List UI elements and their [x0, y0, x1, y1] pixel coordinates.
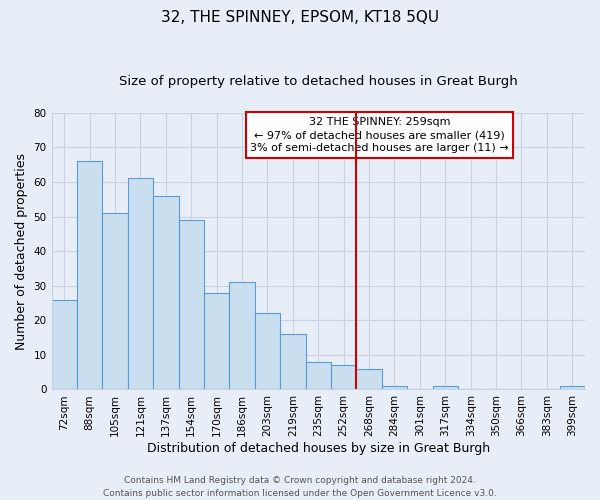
- Bar: [128, 178, 153, 390]
- Bar: [52, 300, 77, 390]
- Bar: [356, 368, 382, 390]
- Bar: [433, 386, 458, 390]
- X-axis label: Distribution of detached houses by size in Great Burgh: Distribution of detached houses by size …: [147, 442, 490, 455]
- Title: Size of property relative to detached houses in Great Burgh: Size of property relative to detached ho…: [119, 75, 518, 88]
- Y-axis label: Number of detached properties: Number of detached properties: [15, 152, 28, 350]
- Bar: [204, 292, 229, 390]
- Bar: [153, 196, 179, 390]
- Bar: [77, 161, 103, 390]
- Bar: [280, 334, 305, 390]
- Bar: [179, 220, 204, 390]
- Bar: [305, 362, 331, 390]
- Bar: [103, 213, 128, 390]
- Text: 32, THE SPINNEY, EPSOM, KT18 5QU: 32, THE SPINNEY, EPSOM, KT18 5QU: [161, 10, 439, 25]
- Bar: [331, 365, 356, 390]
- Bar: [382, 386, 407, 390]
- Text: 32 THE SPINNEY: 259sqm
← 97% of detached houses are smaller (419)
3% of semi-det: 32 THE SPINNEY: 259sqm ← 97% of detached…: [250, 117, 509, 154]
- Bar: [229, 282, 255, 390]
- Bar: [560, 386, 585, 390]
- Text: Contains HM Land Registry data © Crown copyright and database right 2024.
Contai: Contains HM Land Registry data © Crown c…: [103, 476, 497, 498]
- Bar: [255, 314, 280, 390]
